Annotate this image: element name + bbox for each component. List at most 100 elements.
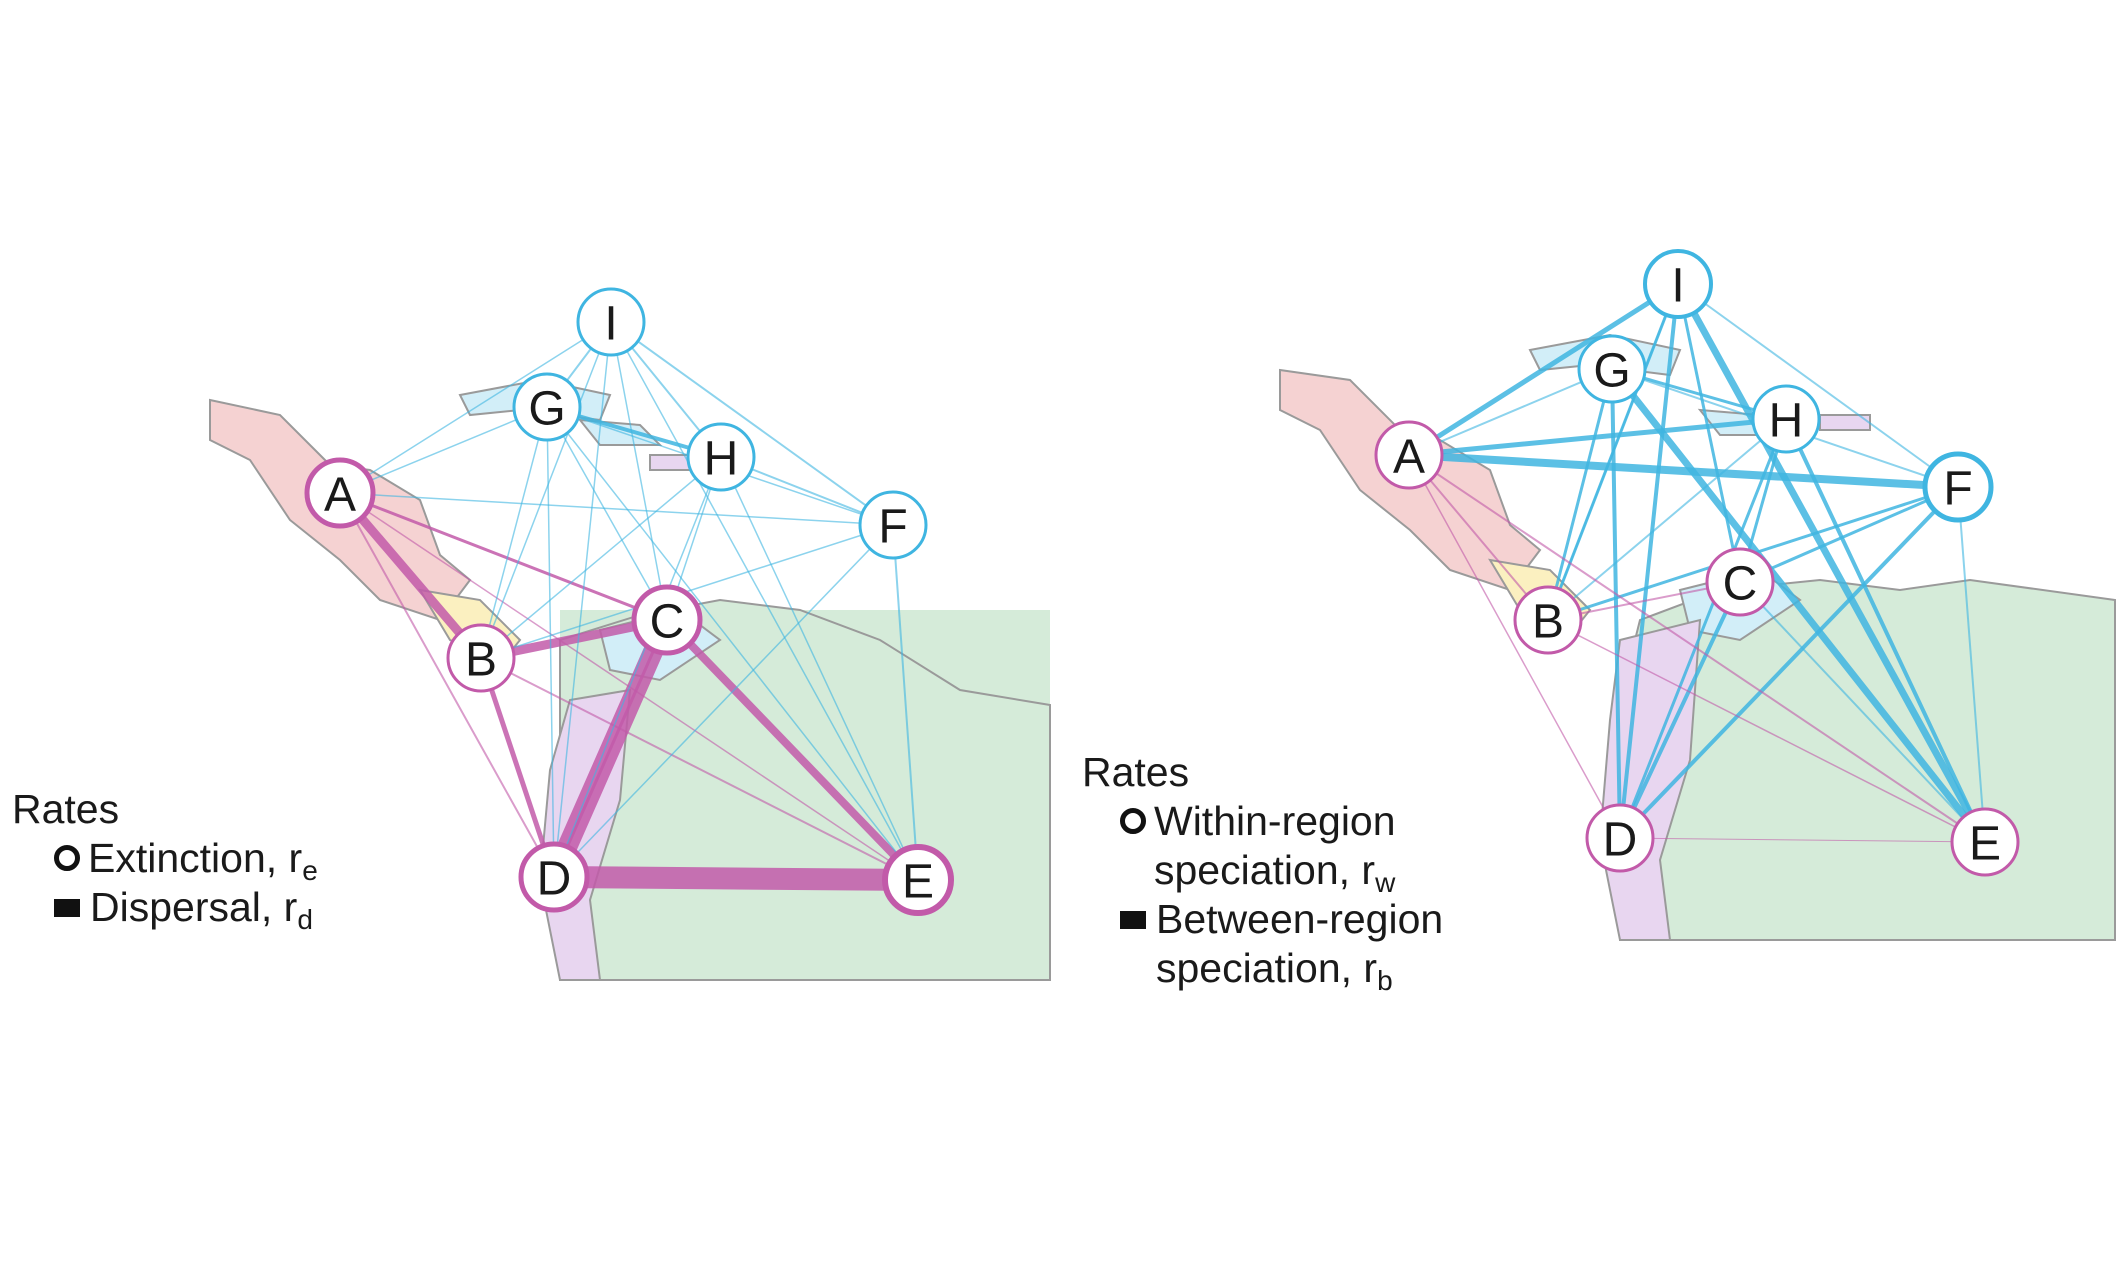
legend-item-text-line2: speciation, r [1154,847,1376,893]
node-H: H [1751,384,1821,454]
edge-I-E [610,321,919,881]
node-circle [1577,334,1647,404]
node-circle [1950,807,2020,877]
edge-C-F [1738,485,1960,584]
edge-D-E [543,866,929,891]
edge-F-E [892,524,919,881]
edge-H-E [1784,417,1987,844]
edge-C-E [663,616,922,884]
legend-item-text-line2: speciation, r [1156,945,1378,991]
node-C: C [631,584,703,656]
edge-F-D [553,524,894,878]
edge-G-E [1608,365,1989,846]
edge-A-G [1408,368,1613,456]
square-symbol-icon [54,899,80,917]
edge-F-D [1618,485,1960,840]
node-circle [446,623,516,693]
edge-I-D [1618,282,1680,840]
node-G: G [1577,334,1647,404]
node-circle [686,422,756,492]
node-D: D [518,841,590,913]
edge-C-D [1618,580,1742,840]
node-label: B [465,634,497,687]
edge-C-E [1739,581,1986,843]
edge-G-C [546,406,668,621]
legend-item-subscript: w [1375,867,1396,898]
edge-G-E [546,406,919,881]
left-nodes: A B C D E F G H I [304,287,954,916]
edge-H-B [1547,418,1787,621]
legend-title: Rates [12,786,120,832]
circle-symbol-icon [1120,808,1146,834]
node-circle [1374,420,1444,490]
edge-A-B [335,488,486,663]
edge-A-H [1406,416,1789,458]
node-B: B [446,623,516,693]
right-nodes: A B C D E F G H I [1374,249,2020,877]
right-puerto-rico-lilac [1819,414,1871,431]
legend-item-subscript: b [1377,965,1393,996]
edge-I-A [339,321,612,494]
node-label: I [604,298,617,351]
node-F: F [858,490,928,560]
legend-item-dispersal: Dispersal, rd [54,883,318,935]
square-symbol-icon [1120,911,1146,929]
node-H: H [686,422,756,492]
node-label: G [1593,345,1630,398]
edge-F-A [339,492,894,526]
node-E: E [1950,807,2020,877]
edge-H-B [480,456,722,659]
node-label: A [1393,431,1425,484]
node-circle [1751,384,1821,454]
legend-item-subscript: d [297,904,313,935]
node-circle [858,490,928,560]
edge-A-I [1406,281,1681,458]
right-legend: Rates Within-region speciation, rw Betwe… [1082,748,1443,996]
edge-G-A [339,406,548,494]
edge-I-F [1677,283,1959,488]
edge-I-C [610,321,668,621]
edge-H-E [720,456,919,881]
edge-I-E [1674,280,1989,846]
node-label: F [1943,463,1972,516]
circle-symbol-icon [54,845,80,871]
edge-G-B [1546,367,1614,622]
node-circle [304,457,376,529]
edge-A-D [339,492,555,878]
edge-A-D [1408,454,1621,839]
edge-A-C [338,491,669,622]
edge-F-E [1957,486,1986,843]
node-I: I [576,287,646,357]
legend-title: Rates [1082,749,1190,795]
node-circle [1705,547,1775,617]
node-A: A [304,457,376,529]
legend-item-text: Dispersal, r [90,884,298,930]
edge-B-E [480,657,919,881]
node-A: A [1374,420,1444,490]
node-label: A [324,469,356,522]
edge-I-D [553,321,612,878]
node-label: B [1532,596,1564,649]
edge-B-D [478,655,557,880]
node-label: F [878,501,907,554]
legend-item-extinction: Extinction, re [54,834,318,886]
edge-A-F [1405,451,1962,491]
right-edges [1405,280,1989,846]
legend-item-subscript: e [302,855,318,886]
edge-H-D [553,456,722,878]
edge-H-D [1618,417,1788,840]
node-circle [1922,451,1994,523]
node-circle [1513,585,1583,655]
node-E: E [882,844,954,916]
edge-G-B [480,406,548,659]
edge-B-E [1547,619,1986,843]
node-label: E [902,856,934,909]
node-F: F [1922,451,1994,523]
node-D: D [1585,803,1655,873]
legend-item-text: Within-region [1154,798,1396,844]
node-I: I [1643,249,1713,319]
node-B: B [1513,585,1583,655]
node-circle [518,841,590,913]
node-label: H [1769,395,1804,448]
